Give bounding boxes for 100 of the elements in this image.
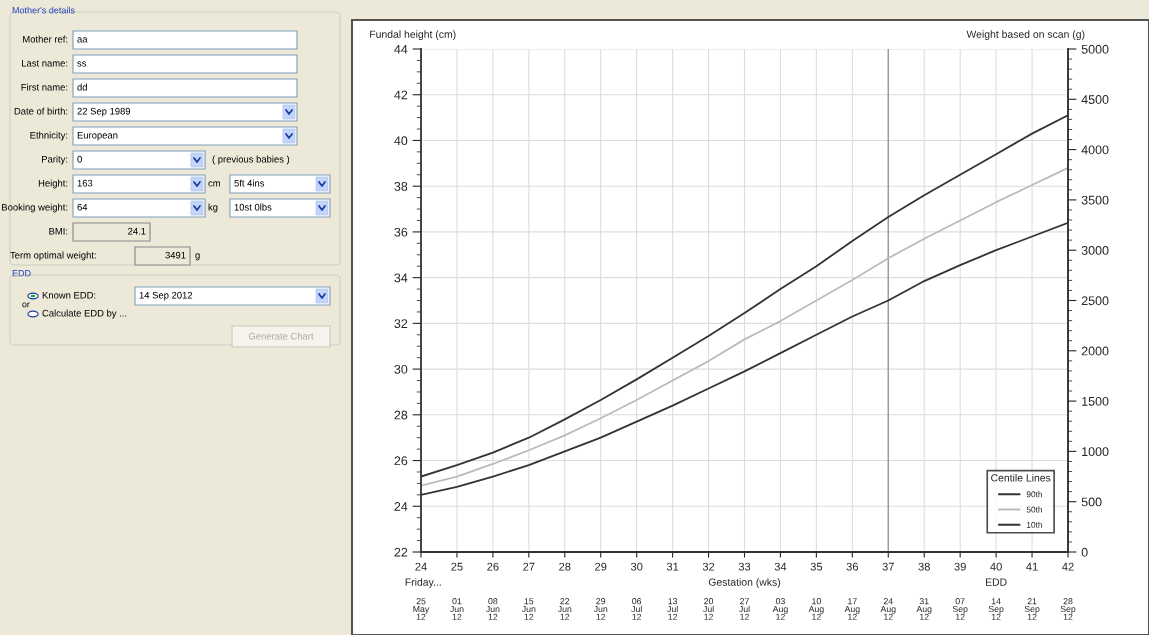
x-tick-label: 31 — [666, 562, 679, 571]
text: 10st 0lbs — [234, 203, 272, 211]
y2-tick-label: 4500 — [1081, 95, 1109, 104]
text: Date of birth: — [14, 107, 68, 115]
text: Height: — [38, 179, 68, 189]
text: Known EDD: — [42, 291, 96, 299]
x-tick-label: 41 — [1026, 562, 1038, 571]
text: 14 Sep 12 — [988, 598, 1004, 620]
text: BMI: — [49, 227, 68, 235]
y-tick-label: 44 — [394, 44, 408, 54]
y2-tick-label: 1000 — [1082, 447, 1109, 457]
text: 17 Aug 12 — [844, 598, 860, 620]
text: 24.1 — [128, 227, 146, 235]
text: 64 — [77, 203, 88, 211]
text: 01 Jun 12 — [450, 598, 464, 620]
text: Booking weight: — [2, 203, 68, 213]
text: 24 Aug 12 — [880, 598, 896, 620]
text: cm — [208, 181, 220, 187]
y-axis-title: Fundal height (cm) — [370, 30, 456, 40]
text: aa — [77, 37, 88, 43]
x-axis-title: Gestation (wks) — [708, 578, 781, 588]
text: 03 Aug 12 — [772, 598, 788, 620]
x-tick-label: 34 — [774, 562, 787, 571]
text: 15 Jun 12 — [521, 598, 536, 620]
x-tick-label: 25 — [451, 562, 463, 571]
y-tick-label: 36 — [394, 227, 408, 237]
line-series — [421, 166, 1068, 487]
x-tick-label: 24 — [415, 562, 427, 571]
text: 0 — [77, 155, 82, 163]
y-tick-label: 34 — [394, 273, 408, 283]
y-tick-label: 28 — [394, 410, 408, 420]
x-tick-label: 35 — [810, 562, 823, 571]
y-tick-label: 38 — [394, 181, 408, 191]
y2-tick-label: 500 — [1081, 497, 1102, 507]
text: EDD — [985, 578, 1007, 586]
y2-tick-label: 4000 — [1081, 145, 1109, 155]
text: 27 Jul 12 — [739, 598, 750, 620]
text: 163 — [77, 179, 93, 187]
text: Mother ref: — [23, 35, 68, 43]
text: 07 Sep 12 — [952, 598, 968, 620]
text: Term optimal weight: — [10, 251, 96, 261]
x-tick-label: 39 — [954, 562, 966, 571]
text: 21 Sep 12 — [1024, 598, 1040, 620]
text: ( previous babies ) — [212, 155, 290, 165]
y2-tick-label: 3500 — [1081, 195, 1109, 205]
text: Calculate EDD by ... — [42, 309, 127, 319]
text: Friday... — [405, 578, 441, 588]
legend-label: 10th — [1026, 521, 1043, 528]
text: Parity: — [42, 155, 68, 165]
x-tick-label: 40 — [990, 562, 1002, 571]
y-tick-label: 24 — [394, 502, 408, 511]
y-tick-label: 26 — [394, 456, 408, 466]
text: 13 Jul 12 — [667, 598, 678, 620]
x-tick-label: 37 — [882, 562, 894, 571]
y2-tick-label: 3000 — [1081, 246, 1109, 255]
text: 22 Jun 12 — [557, 598, 572, 620]
text: 08 Jun 12 — [485, 598, 500, 620]
x-tick-label: 30 — [630, 562, 643, 571]
text: 20 Jul 12 — [703, 598, 714, 620]
y2-tick-label: 0 — [1081, 547, 1088, 557]
y2-tick-label: 2500 — [1081, 296, 1109, 306]
y-tick-label: 40 — [394, 136, 408, 146]
text: 22 Sep 1989 — [77, 107, 131, 117]
text: 06 Jul 12 — [631, 598, 642, 620]
text: 31 Aug 12 — [916, 598, 932, 620]
legend-title: Centile Lines — [991, 473, 1051, 482]
text: Ethnicity: — [30, 131, 68, 141]
text: 5ft 4ins — [234, 179, 265, 187]
x-tick-label: 27 — [523, 562, 535, 571]
text: kg — [208, 203, 218, 213]
x-tick-label: 42 — [1062, 562, 1074, 571]
legend-label: 90th — [1026, 491, 1043, 498]
text: First name: — [21, 83, 68, 91]
text: Mother's details — [12, 6, 75, 14]
y-tick-label: 32 — [394, 319, 408, 329]
y2-tick-label: 2000 — [1081, 346, 1109, 356]
text: 10 Aug 12 — [808, 598, 824, 620]
text: ss — [77, 61, 87, 67]
text: 29 Jun 12 — [593, 598, 608, 620]
text: Generate Chart — [248, 332, 314, 340]
text: Last name: — [22, 59, 68, 67]
y-tick-label: 30 — [394, 364, 408, 374]
text: or — [22, 302, 30, 308]
text: EDD — [12, 270, 31, 277]
y2-tick-label: 1500 — [1082, 396, 1109, 406]
text: 28 Sep 12 — [1060, 598, 1076, 620]
y-tick-label: 22 — [394, 547, 408, 557]
text: European — [77, 131, 118, 141]
x-tick-label: 32 — [702, 562, 715, 571]
x-tick-label: 28 — [559, 562, 571, 571]
x-tick-label: 26 — [487, 562, 499, 571]
text: dd — [77, 83, 87, 91]
x-tick-label: 33 — [738, 562, 751, 571]
y2-tick-label: 5000 — [1081, 44, 1109, 54]
y2-axis-title: Weight based on scan (g) — [966, 30, 1085, 40]
x-tick-label: 29 — [595, 562, 607, 571]
y-tick-label: 42 — [394, 90, 408, 100]
text: 3491 — [165, 251, 186, 259]
x-tick-label: 36 — [846, 562, 859, 571]
text: 14 Sep 2012 — [139, 291, 193, 301]
